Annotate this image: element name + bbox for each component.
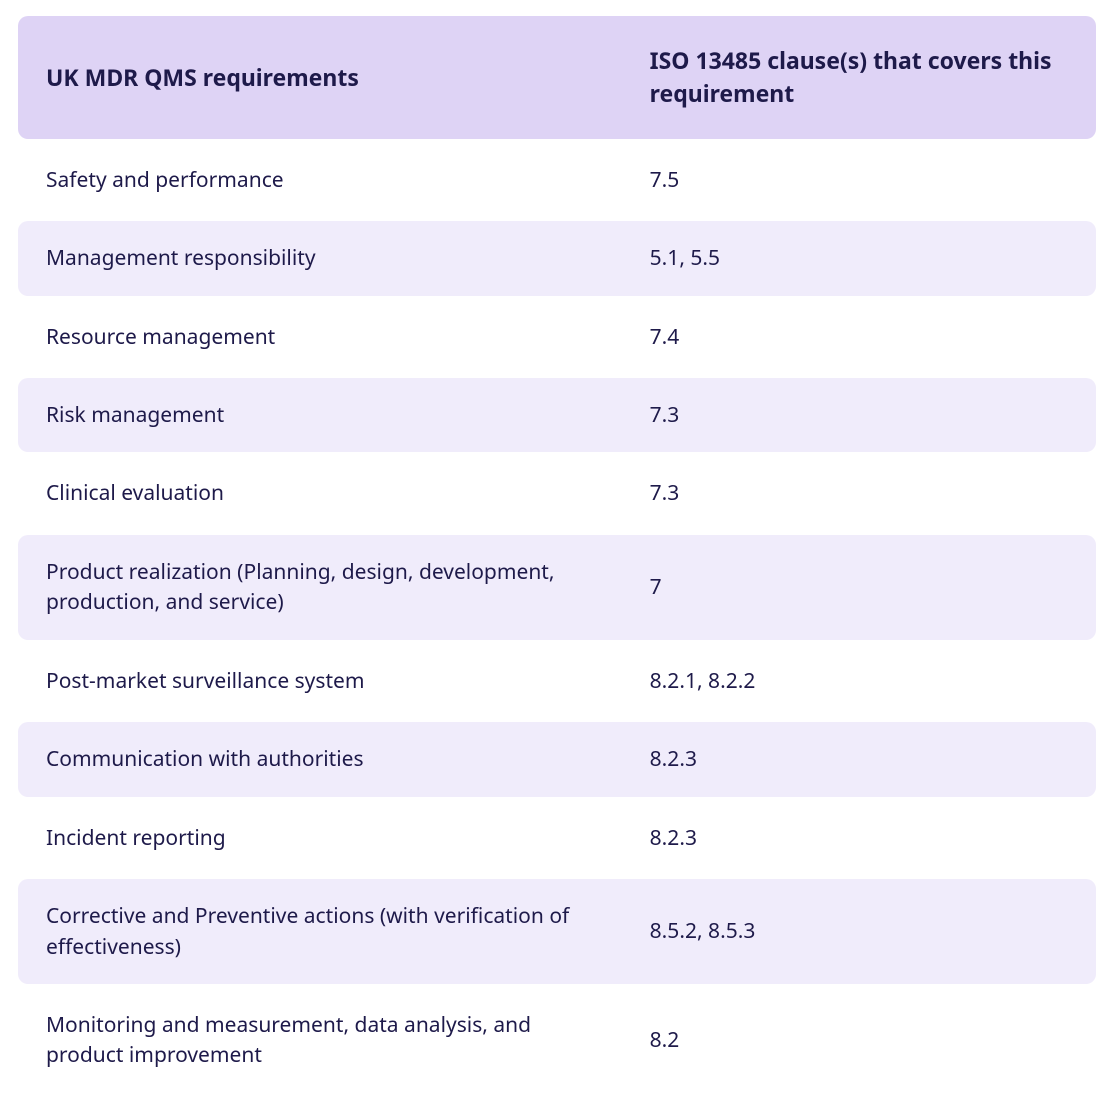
cell-requirement: Clinical evaluation xyxy=(18,456,622,530)
table-row: Risk management 7.3 xyxy=(18,378,1096,452)
cell-iso: 7.3 xyxy=(622,456,1096,530)
cell-requirement: Safety and performance xyxy=(18,143,622,217)
cell-iso: 8.2.1, 8.2.2 xyxy=(622,644,1096,718)
cell-iso: 8.2.3 xyxy=(622,722,1096,796)
table-row: Product realization (Planning, design, d… xyxy=(18,535,1096,640)
cell-requirement: Risk management xyxy=(18,378,622,452)
cell-requirement: Resource management xyxy=(18,300,622,374)
header-iso-clause: ISO 13485 clause(s) that covers this req… xyxy=(622,16,1096,139)
requirements-table: UK MDR QMS requirements ISO 13485 clause… xyxy=(18,12,1096,1097)
cell-iso: 5.1, 5.5 xyxy=(622,221,1096,295)
table-row: Safety and performance 7.5 xyxy=(18,143,1096,217)
header-requirements: UK MDR QMS requirements xyxy=(18,16,622,139)
cell-requirement: Monitoring and measurement, data analysi… xyxy=(18,988,622,1093)
cell-requirement: Post-market surveillance system xyxy=(18,644,622,718)
table-header-row: UK MDR QMS requirements ISO 13485 clause… xyxy=(18,16,1096,139)
cell-iso: 7.5 xyxy=(622,143,1096,217)
table-row: Monitoring and measurement, data analysi… xyxy=(18,988,1096,1093)
table-row: Clinical evaluation 7.3 xyxy=(18,456,1096,530)
cell-requirement: Corrective and Preventive actions (with … xyxy=(18,879,622,984)
cell-iso: 7.4 xyxy=(622,300,1096,374)
cell-requirement: Product realization (Planning, design, d… xyxy=(18,535,622,640)
cell-iso: 7.3 xyxy=(622,378,1096,452)
table-row: Incident reporting 8.2.3 xyxy=(18,801,1096,875)
cell-requirement: Incident reporting xyxy=(18,801,622,875)
table-row: Post-market surveillance system 8.2.1, 8… xyxy=(18,644,1096,718)
table-row: Management responsibility 5.1, 5.5 xyxy=(18,221,1096,295)
cell-iso: 8.2 xyxy=(622,988,1096,1093)
cell-requirement: Management responsibility xyxy=(18,221,622,295)
table-row: Resource management 7.4 xyxy=(18,300,1096,374)
cell-requirement: Communication with authorities xyxy=(18,722,622,796)
cell-iso: 8.5.2, 8.5.3 xyxy=(622,879,1096,984)
table-container: UK MDR QMS requirements ISO 13485 clause… xyxy=(0,0,1114,1115)
cell-iso: 7 xyxy=(622,535,1096,640)
cell-iso: 8.2.3 xyxy=(622,801,1096,875)
table-row: Communication with authorities 8.2.3 xyxy=(18,722,1096,796)
table-row: Corrective and Preventive actions (with … xyxy=(18,879,1096,984)
